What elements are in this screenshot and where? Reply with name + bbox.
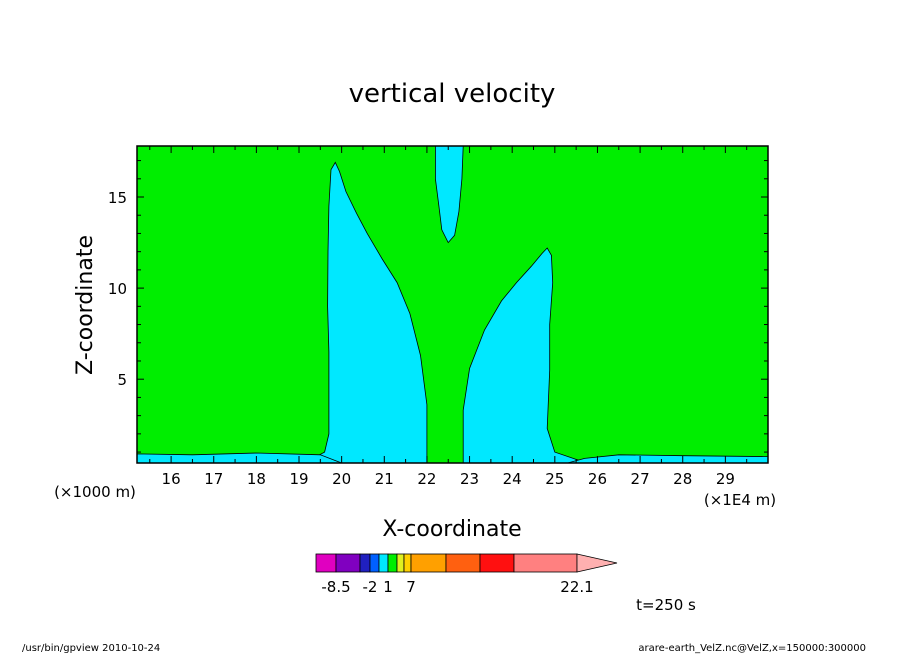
footer-left: /usr/bin/gpview 2010-10-24 <box>22 643 160 654</box>
chart-title: vertical velocity <box>349 79 556 109</box>
x-tick-label-12: 28 <box>673 470 692 488</box>
colorbar-swatch-1 <box>335 553 361 573</box>
y-tick-labels: 5 10 15 <box>108 189 127 389</box>
colorbar-swatch-3 <box>369 553 380 573</box>
y-axis-label: Z-coordinate <box>73 235 98 375</box>
colorbar-label-1: -2 <box>363 578 378 596</box>
x-unit-left: (×1000 m) <box>54 483 136 501</box>
x-tick-label-13: 29 <box>716 470 735 488</box>
time-label: t=250 s <box>636 596 696 614</box>
y-tick-label-1: 10 <box>108 280 127 298</box>
x-tick-label-10: 26 <box>588 470 607 488</box>
colorbar-swatch-8 <box>410 553 447 573</box>
colorbar-swatch-0 <box>315 553 337 573</box>
colorbar-labels: -8.5 -2 1 7 22.1 <box>321 578 593 596</box>
updraft-region-2 <box>435 146 464 244</box>
updraft-region-0 <box>307 161 428 463</box>
updraft-regions <box>137 146 768 463</box>
colorbar-swatch-4 <box>378 553 389 573</box>
colorbar-swatch-11 <box>513 553 578 573</box>
axis-ticks <box>137 146 768 463</box>
x-tick-label-6: 22 <box>417 470 436 488</box>
x-tick-label-3: 19 <box>289 470 308 488</box>
updraft-region-1 <box>462 247 590 463</box>
x-tick-label-11: 27 <box>631 470 650 488</box>
colorbar-label-4: 22.1 <box>560 578 593 596</box>
x-unit-right: (×1E4 m) <box>704 491 776 509</box>
x-tick-label-9: 25 <box>545 470 564 488</box>
colorbar-swatch-7 <box>403 553 412 573</box>
y-tick-label-2: 15 <box>108 189 127 207</box>
colorbar-swatch-2 <box>359 553 371 573</box>
x-tick-label-5: 21 <box>375 470 394 488</box>
plot-area <box>136 145 769 464</box>
colorbar-arrow <box>576 553 618 573</box>
colorbar <box>315 553 618 573</box>
footer-right: arare-earth_VelZ.nc@VelZ,x=150000:300000 <box>638 643 866 654</box>
updraft-region-4 <box>567 454 768 463</box>
colorbar-swatch-9 <box>445 553 481 573</box>
colorbar-label-0: -8.5 <box>321 578 350 596</box>
y-tick-label-0: 5 <box>117 371 127 389</box>
x-tick-label-2: 18 <box>247 470 266 488</box>
colorbar-label-3: 7 <box>406 578 416 596</box>
x-tick-label-1: 17 <box>204 470 223 488</box>
x-tick-labels: 16 17 18 19 20 21 22 23 24 25 26 27 28 29 <box>162 470 735 488</box>
colorbar-swatch-10 <box>479 553 515 573</box>
x-tick-label-7: 23 <box>460 470 479 488</box>
colorbar-swatch-6 <box>396 553 405 573</box>
colorbar-swatch-5 <box>387 553 398 573</box>
x-tick-label-8: 24 <box>503 470 522 488</box>
x-tick-label-0: 16 <box>162 470 181 488</box>
x-axis-label: X-coordinate <box>382 517 521 542</box>
updraft-region-3 <box>137 452 342 463</box>
colorbar-label-2: 1 <box>383 578 393 596</box>
plot-frame <box>136 145 769 464</box>
x-tick-label-4: 20 <box>332 470 351 488</box>
